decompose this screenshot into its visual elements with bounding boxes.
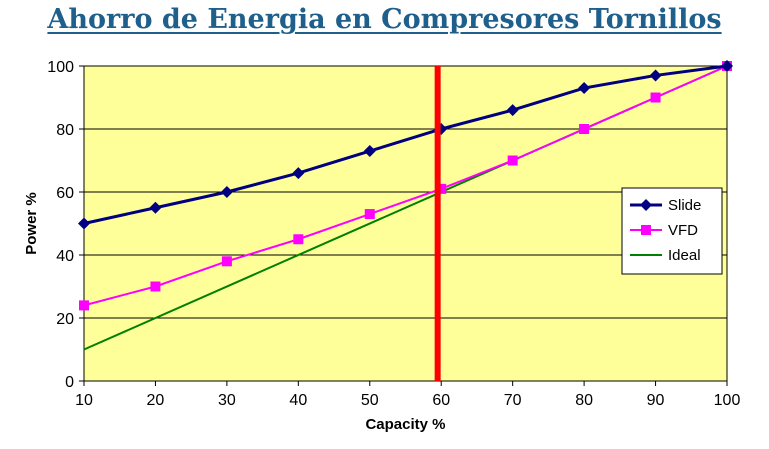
data-point xyxy=(649,69,662,82)
y-tick-label: 80 xyxy=(56,122,74,139)
data-point xyxy=(149,201,162,214)
data-point xyxy=(220,186,233,198)
legend-item-vfd: VFD xyxy=(630,222,698,239)
data-point xyxy=(292,167,305,180)
legend-label: Slide xyxy=(668,197,701,214)
page-title: Ahorro de Energia en Compresores Tornill… xyxy=(47,4,722,35)
data-point xyxy=(436,183,447,194)
data-point xyxy=(721,60,733,72)
legend-item-slide: Slide xyxy=(630,197,701,214)
legend-label: VFD xyxy=(668,222,698,239)
y-tick-label: 40 xyxy=(56,248,74,265)
x-tick-label: 50 xyxy=(361,392,379,409)
y-tick-label: 0 xyxy=(65,374,74,391)
x-tick-label: 60 xyxy=(432,392,450,409)
x-tick-label: 70 xyxy=(504,392,522,409)
data-point xyxy=(364,209,375,220)
x-tick-label: 10 xyxy=(75,392,93,409)
legend: Slide VFD Ideal xyxy=(621,187,723,275)
y-tick-label: 100 xyxy=(47,59,74,76)
y-axis-ticks: 0 20 40 60 80 100 xyxy=(47,59,84,391)
data-point xyxy=(78,217,90,230)
data-point xyxy=(221,256,232,267)
data-point xyxy=(79,300,89,311)
x-axis-ticks: 10 20 30 40 50 60 70 80 90 100 xyxy=(75,381,740,409)
x-tick-label: 40 xyxy=(289,392,307,409)
plot-area xyxy=(83,65,728,382)
x-axis-label: Capacity % xyxy=(365,416,445,433)
x-tick-label: 80 xyxy=(575,392,593,409)
x-tick-label: 30 xyxy=(218,392,236,409)
data-point xyxy=(293,234,304,245)
y-axis-label: Power % xyxy=(23,192,40,255)
x-tick-label: 100 xyxy=(714,392,741,409)
data-point xyxy=(650,92,661,103)
legend-marker xyxy=(641,225,651,235)
legend-label: Ideal xyxy=(668,247,701,264)
legend-item-ideal: Ideal xyxy=(630,247,701,264)
series-layer xyxy=(78,60,733,351)
data-point xyxy=(506,104,519,117)
data-point xyxy=(579,124,590,134)
x-tick-label: 90 xyxy=(647,392,665,409)
data-point xyxy=(363,145,376,158)
data-point xyxy=(507,155,518,166)
x-tick-label: 20 xyxy=(147,392,165,409)
series-slide xyxy=(78,60,733,230)
legend-marker xyxy=(640,199,652,211)
data-point xyxy=(150,281,161,292)
series-line-slide xyxy=(83,64,728,225)
grid-lines xyxy=(84,128,727,319)
data-point xyxy=(578,82,591,95)
series-line-vfd xyxy=(83,65,728,307)
y-tick-label: 60 xyxy=(56,185,74,202)
y-tick-label: 20 xyxy=(56,311,74,328)
